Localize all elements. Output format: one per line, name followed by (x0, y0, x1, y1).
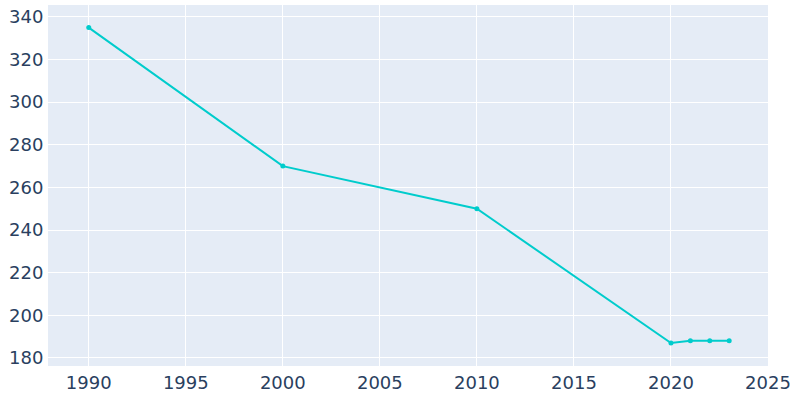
svg-text:1990: 1990 (66, 372, 112, 393)
svg-text:2000: 2000 (260, 372, 306, 393)
svg-text:320: 320 (9, 49, 43, 70)
svg-text:200: 200 (9, 305, 43, 326)
svg-text:280: 280 (9, 134, 43, 155)
svg-text:2005: 2005 (357, 372, 403, 393)
svg-text:2015: 2015 (551, 372, 597, 393)
svg-text:220: 220 (9, 262, 43, 283)
svg-text:260: 260 (9, 177, 43, 198)
svg-text:340: 340 (9, 6, 43, 27)
svg-text:1995: 1995 (163, 372, 209, 393)
svg-text:2020: 2020 (648, 372, 694, 393)
svg-text:180: 180 (9, 347, 43, 368)
svg-text:300: 300 (9, 91, 43, 112)
svg-text:2010: 2010 (454, 372, 500, 393)
svg-text:2025: 2025 (745, 372, 791, 393)
svg-text:240: 240 (9, 219, 43, 240)
